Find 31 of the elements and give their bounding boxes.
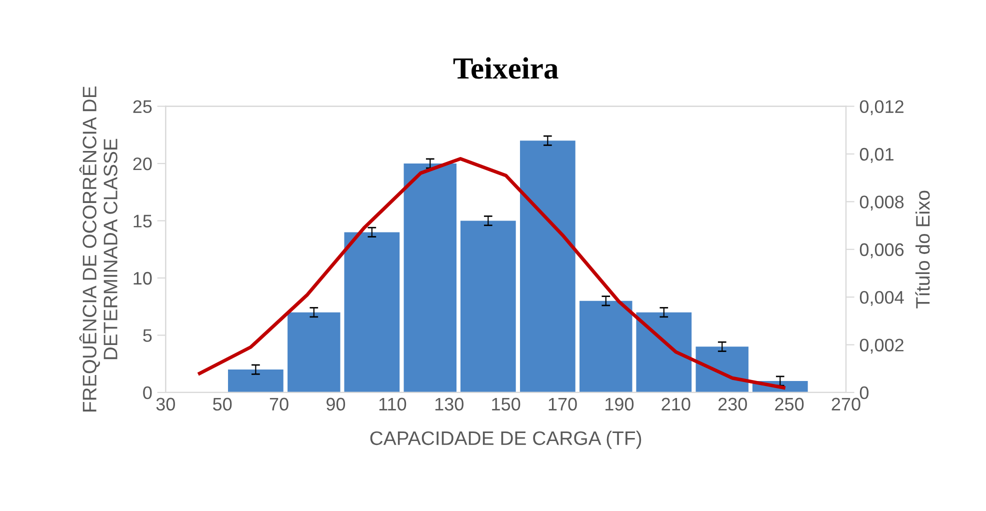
x-tick-label: 250 (775, 398, 804, 411)
y2-tick-label: 0,008 (860, 196, 904, 211)
y2-tick-label: 0,006 (860, 243, 904, 258)
chart-title: Teixeira (453, 57, 558, 79)
y-tick-label: 0 (143, 386, 152, 400)
x-tick-label: 90 (326, 398, 346, 411)
y-axis-title: FREQUÊNCIA DE OCORRÊNCIA DE DETERMINADA CLASSE (79, 86, 118, 412)
y-tick-label: 20 (133, 157, 152, 170)
y2-axis-title: Título do Eixo (915, 190, 930, 308)
line-series (198, 157, 786, 390)
y2-tick-label: 0,004 (860, 290, 904, 306)
y2-tick-label: 0 (860, 386, 869, 400)
x-tick-label: 110 (379, 398, 406, 411)
x-tick-label: 50 (213, 398, 232, 411)
x-tick-label: 190 (606, 398, 634, 411)
y-tick-label: 10 (134, 272, 152, 285)
y2-tick-label: 0,012 (860, 100, 904, 116)
y-tick-label: 5 (143, 329, 152, 342)
x-tick-label: 270 (832, 398, 860, 411)
y2-tick-label: 0,01 (860, 148, 894, 163)
y-tick-label: 25 (133, 100, 152, 114)
y2-tick-label: 0,002 (860, 338, 904, 354)
x-axis-title: CAPACIDADE DE CARGA (TF) (370, 430, 642, 449)
x-tick-label: 30 (156, 398, 175, 411)
x-tick-label: 70 (270, 398, 288, 411)
x-tick-label: 170 (548, 398, 577, 411)
x-tick-label: 210 (662, 398, 690, 411)
x-tick-label: 130 (435, 398, 464, 411)
x-tick-label: 230 (718, 398, 747, 411)
x-tick-label: 150 (492, 398, 520, 411)
y-tick-label: 15 (134, 214, 152, 228)
